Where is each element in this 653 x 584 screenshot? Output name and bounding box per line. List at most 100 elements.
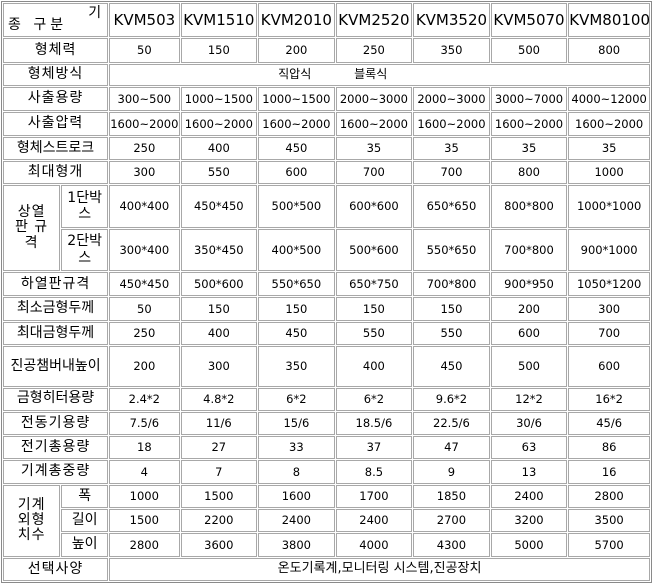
table-cell: 2800 <box>568 484 650 508</box>
model-header: KVM80100 <box>568 3 650 38</box>
dimensions-label: 기계 외형 치수 <box>3 484 61 557</box>
table-cell: 1600~2000 <box>180 112 258 136</box>
table-cell: 400*400 <box>109 185 180 228</box>
table-cell: 8 <box>258 460 335 484</box>
table-cell: 4300 <box>413 533 490 557</box>
table-cell: 1600~2000 <box>335 112 413 136</box>
table-cell: 7.5/6 <box>109 411 180 436</box>
table-cell: 400 <box>180 321 258 346</box>
table-cell: 300 <box>568 297 650 321</box>
table-cell: 150 <box>258 297 335 321</box>
upper-platen-label-line: 판 규 <box>14 219 49 236</box>
header-row: 기 종 구분 KVM503 KVM1510 KVM2010 KVM2520 KV… <box>3 3 650 38</box>
row-shot-pressure: 사출압력 1600~2000 1600~2000 1600~2000 1600~… <box>3 112 650 136</box>
dimensions-label-line: 외형 <box>17 511 46 528</box>
table-cell: 9.6*2 <box>413 387 490 411</box>
table-cell: 2000~3000 <box>335 86 413 112</box>
table-cell: 500*500 <box>258 185 335 228</box>
sub-label: 폭 <box>61 484 109 508</box>
table-cell: 550*650 <box>258 272 335 297</box>
row-label: 형체방식 <box>3 63 109 86</box>
table-cell: 86 <box>568 436 650 460</box>
table-cell: 150 <box>180 38 258 63</box>
table-cell: 22.5/6 <box>413 411 490 436</box>
row-dim-length: 길이 1500 2200 2400 2400 2700 3200 3500 <box>3 508 650 533</box>
table-cell: 250 <box>109 321 180 346</box>
table-cell: 8.5 <box>335 460 413 484</box>
sub-label: 2단박스 <box>61 228 109 272</box>
table-cell: 400 <box>180 136 258 160</box>
table-cell: 2200 <box>180 508 258 533</box>
table-cell: 550*650 <box>413 228 490 272</box>
row-label: 선택사양 <box>3 557 109 581</box>
upper-platen-label-line: 상열 <box>17 204 46 221</box>
table-cell: 5700 <box>568 533 650 557</box>
table-cell: 6*2 <box>258 387 335 411</box>
row-label: 전기총용량 <box>3 436 109 460</box>
table-cell: 250 <box>109 136 180 160</box>
table-cell: 800 <box>568 38 650 63</box>
table-cell: 1500 <box>180 484 258 508</box>
table-cell: 35 <box>335 136 413 160</box>
table-cell: 35 <box>568 136 650 160</box>
table-cell: 800 <box>490 160 568 185</box>
model-header: KVM2010 <box>258 3 335 38</box>
table-cell: 1000 <box>568 160 650 185</box>
table-cell: 1000 <box>109 484 180 508</box>
table-cell: 350*450 <box>180 228 258 272</box>
row-max-mold: 최대금형두께 250 400 450 550 550 600 700 <box>3 321 650 346</box>
table-cell: 150 <box>335 297 413 321</box>
corner-top-text: 기 <box>88 5 102 21</box>
row-label: 최대형개 <box>3 160 109 185</box>
table-cell: 500*600 <box>180 272 258 297</box>
table-cell: 27 <box>180 436 258 460</box>
table-cell: 600 <box>490 321 568 346</box>
row-label: 사출용량 <box>3 86 109 112</box>
row-label: 진공챔버내높이 <box>3 346 109 387</box>
corner-bottom-text: 종 구분 <box>8 17 68 34</box>
dimensions-label-line: 기계 <box>17 496 46 513</box>
table-cell: 800*800 <box>490 185 568 228</box>
table-cell: 700 <box>335 160 413 185</box>
table-cell: 450 <box>413 346 490 387</box>
row-heater-capacity: 금형히터용량 2.4*2 4.8*2 6*2 6*2 9.6*2 12*2 16… <box>3 387 650 411</box>
table-cell: 650*750 <box>335 272 413 297</box>
table-cell: 1600~2000 <box>490 112 568 136</box>
table-cell: 1850 <box>413 484 490 508</box>
row-label: 하열판규격 <box>3 272 109 297</box>
table-cell: 350 <box>413 38 490 63</box>
table-cell: 1600 <box>258 484 335 508</box>
row-vacuum-height: 진공챔버내높이 200 300 350 400 450 500 600 <box>3 346 650 387</box>
sub-label: 높이 <box>61 533 109 557</box>
row-clamp-stroke: 형체스트로크 250 400 450 35 35 35 35 <box>3 136 650 160</box>
table-cell: 650*650 <box>413 185 490 228</box>
table-cell: 30/6 <box>490 411 568 436</box>
table-cell: 1000*1000 <box>568 185 650 228</box>
table-cell: 50 <box>109 38 180 63</box>
table-cell: 1700 <box>335 484 413 508</box>
table-cell: 700*800 <box>413 272 490 297</box>
table-cell: 400*500 <box>258 228 335 272</box>
table-cell: 150 <box>180 297 258 321</box>
table-cell: 1000~1500 <box>258 86 335 112</box>
table-cell: 1050*1200 <box>568 272 650 297</box>
clamp-method-direct: 직압식 <box>278 66 312 81</box>
row-total-weight: 기계총중량 4 7 8 8.5 9 13 16 <box>3 460 650 484</box>
table-cell: 4000 <box>335 533 413 557</box>
sub-label: 길이 <box>61 508 109 533</box>
table-cell: 3500 <box>568 508 650 533</box>
table-cell: 1000~1500 <box>180 86 258 112</box>
row-total-power: 전기총용량 18 27 33 37 47 63 86 <box>3 436 650 460</box>
row-dim-width: 기계 외형 치수 폭 1000 1500 1600 1700 1850 2400… <box>3 484 650 557</box>
table-cell: 47 <box>413 436 490 460</box>
row-upper-platen-2: 2단박스 300*400 350*450 400*500 500*600 550… <box>3 228 650 272</box>
corner-header: 기 종 구분 <box>3 3 109 38</box>
table-cell: 15/6 <box>258 411 335 436</box>
row-options: 선택사양 온도기록계,모니터링 시스템,진공장치 <box>3 557 650 581</box>
table-cell: 700 <box>568 321 650 346</box>
row-label: 사출압력 <box>3 112 109 136</box>
table-cell: 16 <box>568 460 650 484</box>
table-cell: 550 <box>335 321 413 346</box>
table-cell: 700*800 <box>490 228 568 272</box>
model-header: KVM5070 <box>490 3 568 38</box>
